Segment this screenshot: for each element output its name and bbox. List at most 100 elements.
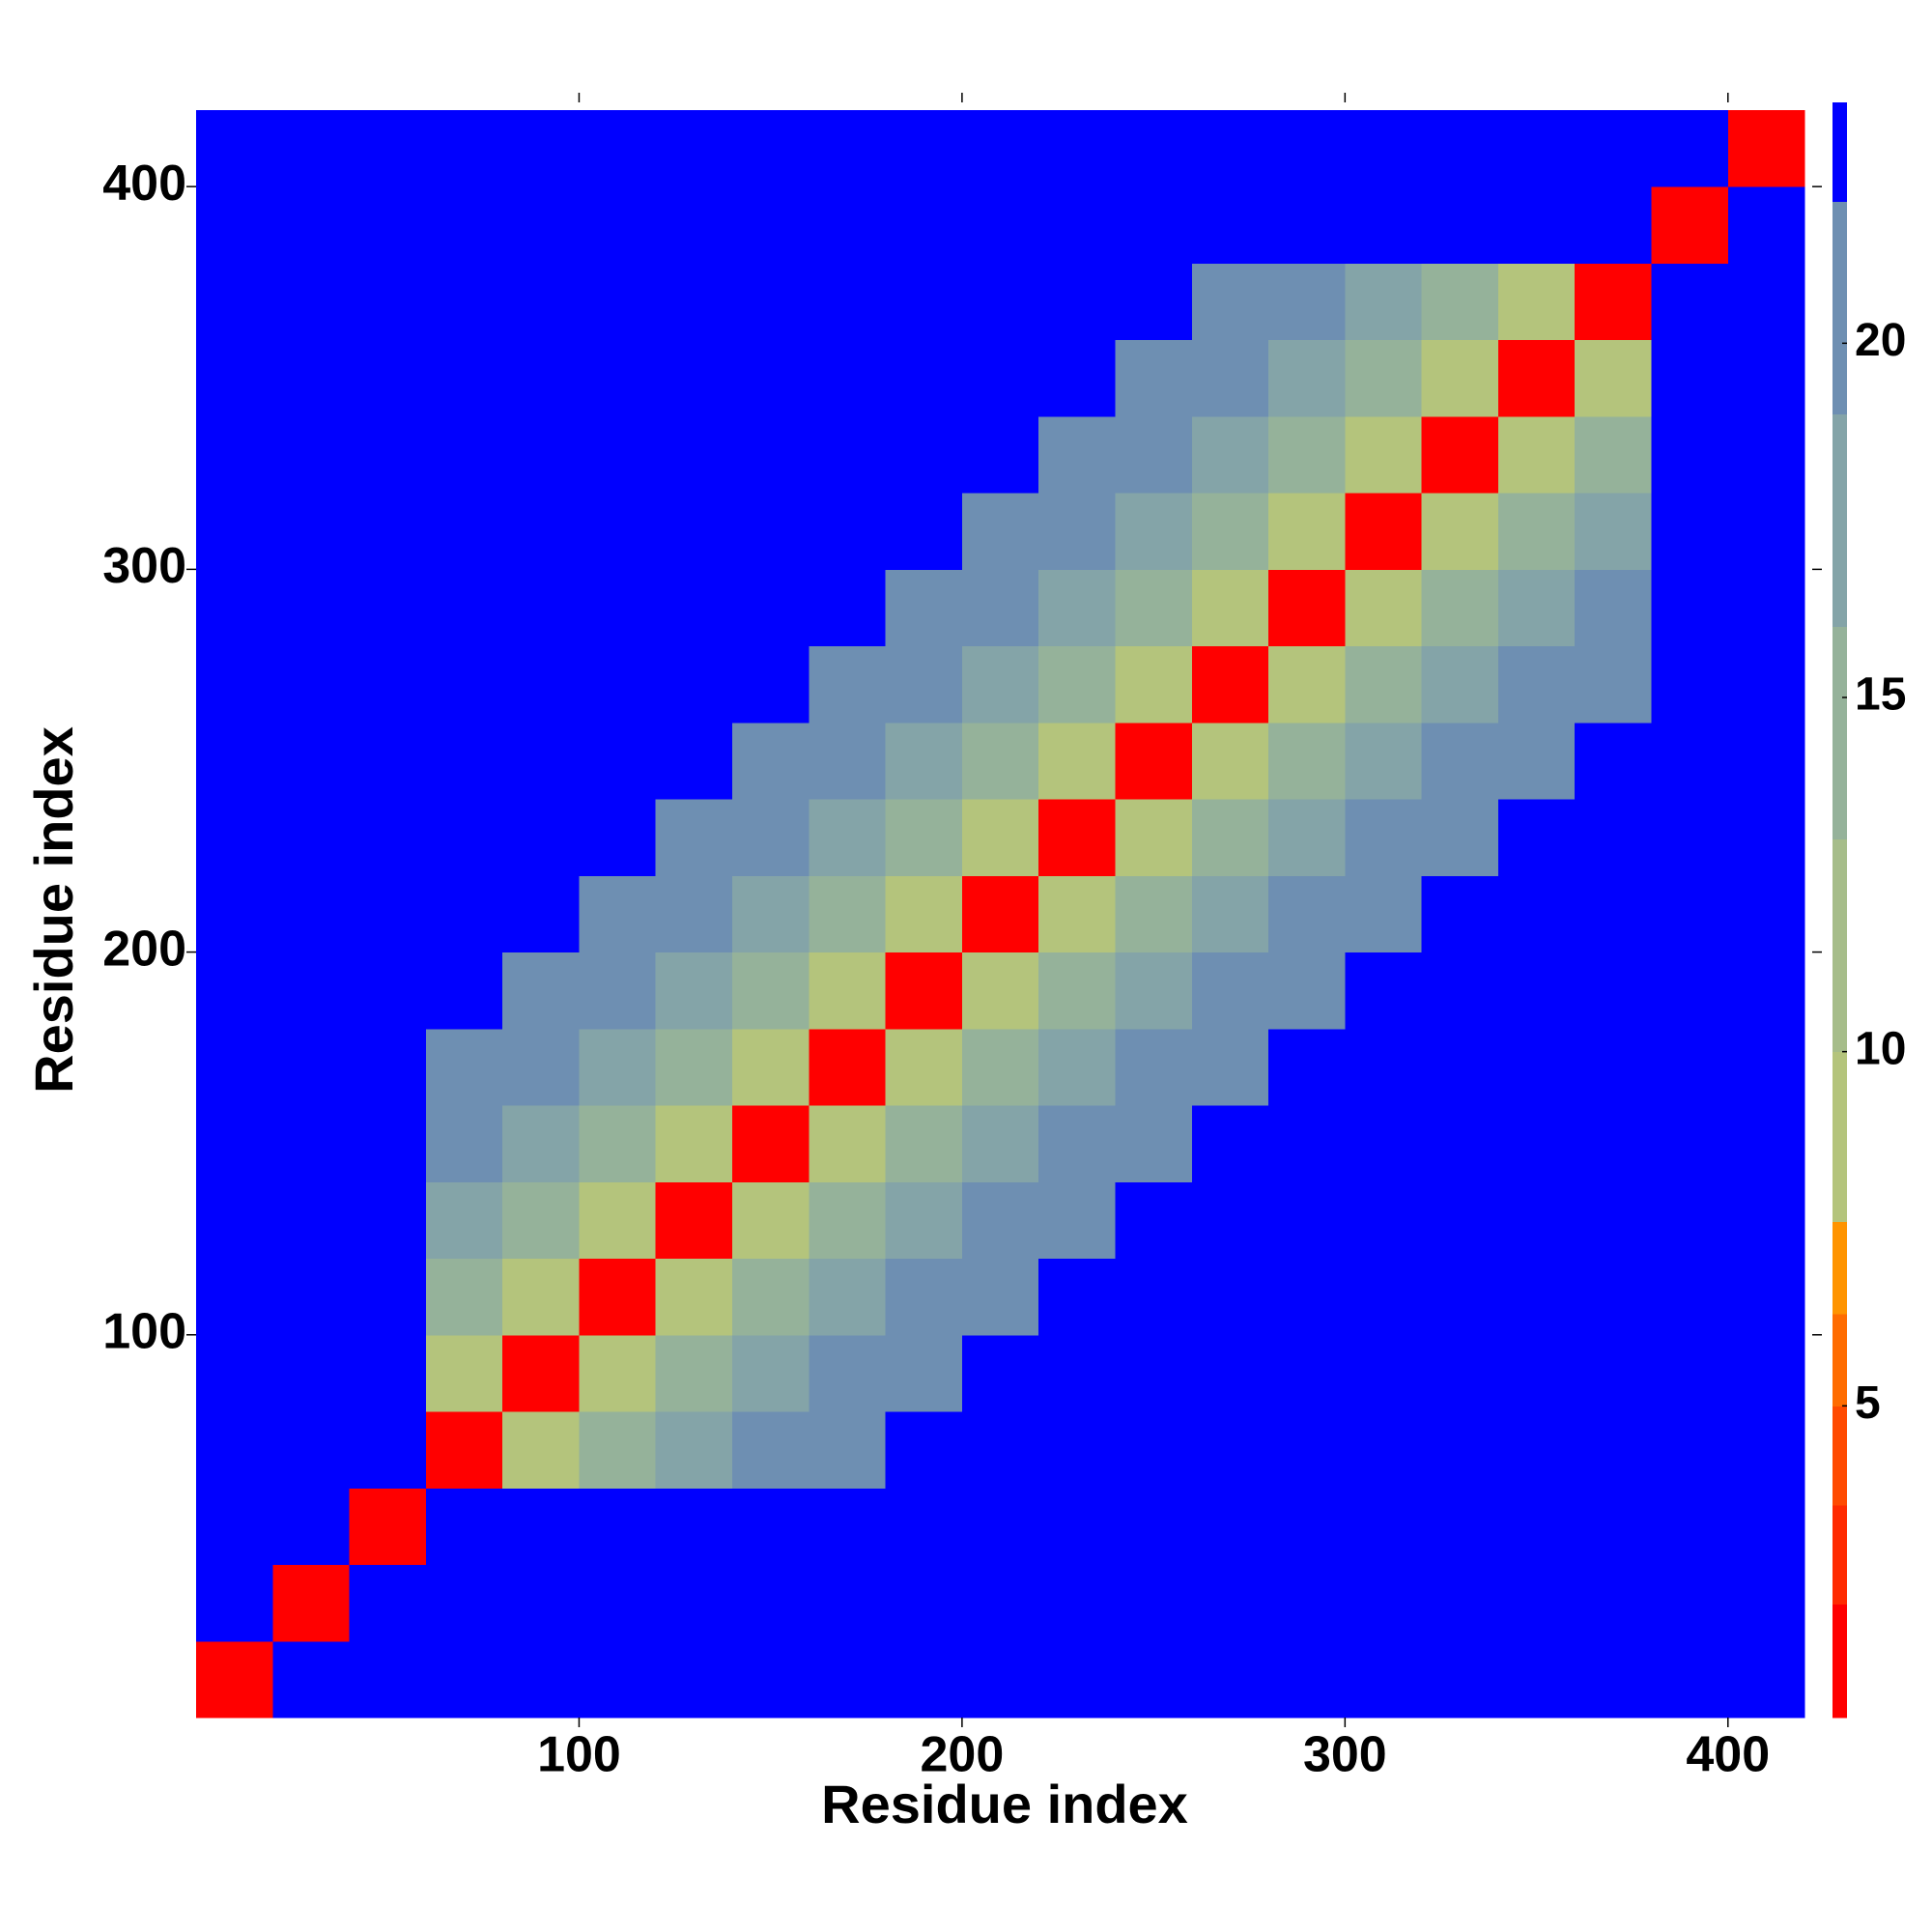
heatmap-cell [1497,263,1576,341]
heatmap-cell [1038,1488,1116,1566]
heatmap-cell [425,1028,503,1106]
heatmap-cell [349,952,427,1030]
heatmap-cell [1497,1564,1576,1642]
heatmap-cell [349,493,427,570]
x-tick-label: 400 [1686,1727,1770,1783]
heatmap-cell [1038,1564,1116,1642]
heatmap-cell [1191,1411,1269,1489]
heatmap-cell [1268,493,1346,570]
heatmap-cell [1651,1411,1729,1489]
heatmap-cell [579,1334,657,1412]
heatmap-cell [196,952,273,1030]
heatmap-cell [579,952,657,1030]
heatmap-cell [1727,1564,1805,1642]
heatmap-cell [732,1258,810,1336]
heatmap-cell [732,645,810,724]
heatmap-cell [1727,415,1805,494]
heatmap-cell [732,1640,810,1719]
heatmap-cell [1421,1181,1499,1260]
heatmap-cell [809,645,887,724]
heatmap-cell [502,339,580,417]
heatmap-cell [1345,952,1423,1030]
heatmap-cell [961,1488,1039,1566]
heatmap-cell [1191,109,1269,187]
heatmap-cell [272,1640,351,1719]
heatmap-cell [272,799,351,876]
heatmap-cell [1345,493,1423,570]
heatmap-cell [1497,952,1576,1030]
heatmap-cell [579,109,657,187]
heatmap-cell [1268,109,1346,187]
heatmap-cell [1575,1334,1652,1412]
heatmap-cell [579,645,657,724]
heatmap-cell [502,875,580,953]
heatmap-cell [885,722,963,800]
heatmap-cell [272,1028,351,1106]
heatmap-cell [196,569,273,647]
heatmap-cell [1268,875,1346,953]
heatmap-cell [579,1258,657,1336]
heatmap-cell [1115,263,1193,341]
heatmap-cell [1727,1258,1805,1336]
heatmap-cell [425,263,503,341]
heatmap-cell [1268,415,1346,494]
heatmap-cell [961,569,1039,647]
heatmap-cell [1038,1028,1116,1106]
heatmap-cell [1421,1258,1499,1336]
heatmap-cell [809,952,887,1030]
heatmap-cell [272,722,351,800]
heatmap-cell [502,1564,580,1642]
y-tick-label: 400 [102,156,186,212]
colorbar-band [1833,1406,1847,1506]
heatmap-cell [502,1488,580,1566]
heatmap-cell [885,569,963,647]
heatmap-cell [655,1411,733,1489]
heatmap-cell [1727,1181,1805,1260]
heatmap-cell [1575,109,1652,187]
heatmap-cell [1421,722,1499,800]
heatmap-cell [961,952,1039,1030]
heatmap-cell [196,1105,273,1182]
heatmap-cell [1191,1028,1269,1106]
heatmap-cell [1038,415,1116,494]
heatmap-cell [961,1640,1039,1719]
heatmap-cell [1651,339,1729,417]
heatmap-cell [349,109,427,187]
heatmap-cell [1727,952,1805,1030]
heatmap-cell [732,1181,810,1260]
heatmap-cell [1727,109,1805,187]
heatmap-cell [1345,1640,1423,1719]
heatmap-cell [579,1105,657,1182]
heatmap-cell [272,339,351,417]
heatmap-cell [1497,1411,1576,1489]
heatmap-cell [1345,1411,1423,1489]
heatmap-cell [1115,1334,1193,1412]
heatmap-cell [961,415,1039,494]
heatmap-cell [1651,645,1729,724]
heatmap-cell [196,1028,273,1106]
heatmap-cell [1727,1640,1805,1719]
heatmap-cell [1727,263,1805,341]
heatmap-cell [1191,1488,1269,1566]
heatmap-cell [1038,1411,1116,1489]
heatmap-cell [809,1564,887,1642]
heatmap-cell [502,1334,580,1412]
heatmap-cell [272,875,351,953]
heatmap-cell [1421,799,1499,876]
heatmap-cell [885,339,963,417]
heatmap-cell [502,493,580,570]
heatmap-cell [425,109,503,187]
heatmap-cell [1421,186,1499,264]
colorbar-band [1833,1505,1847,1605]
heatmap-cell [732,263,810,341]
heatmap-cell [809,263,887,341]
heatmap-cell [1191,1564,1269,1642]
heatmap-cell [1268,722,1346,800]
heatmap-cell [349,569,427,647]
heatmap-cell [579,1488,657,1566]
heatmap-cell [272,569,351,647]
heatmap-cell [655,952,733,1030]
heatmap-cell [885,493,963,570]
heatmap-cell [1497,645,1576,724]
heatmap-cell [349,1258,427,1336]
